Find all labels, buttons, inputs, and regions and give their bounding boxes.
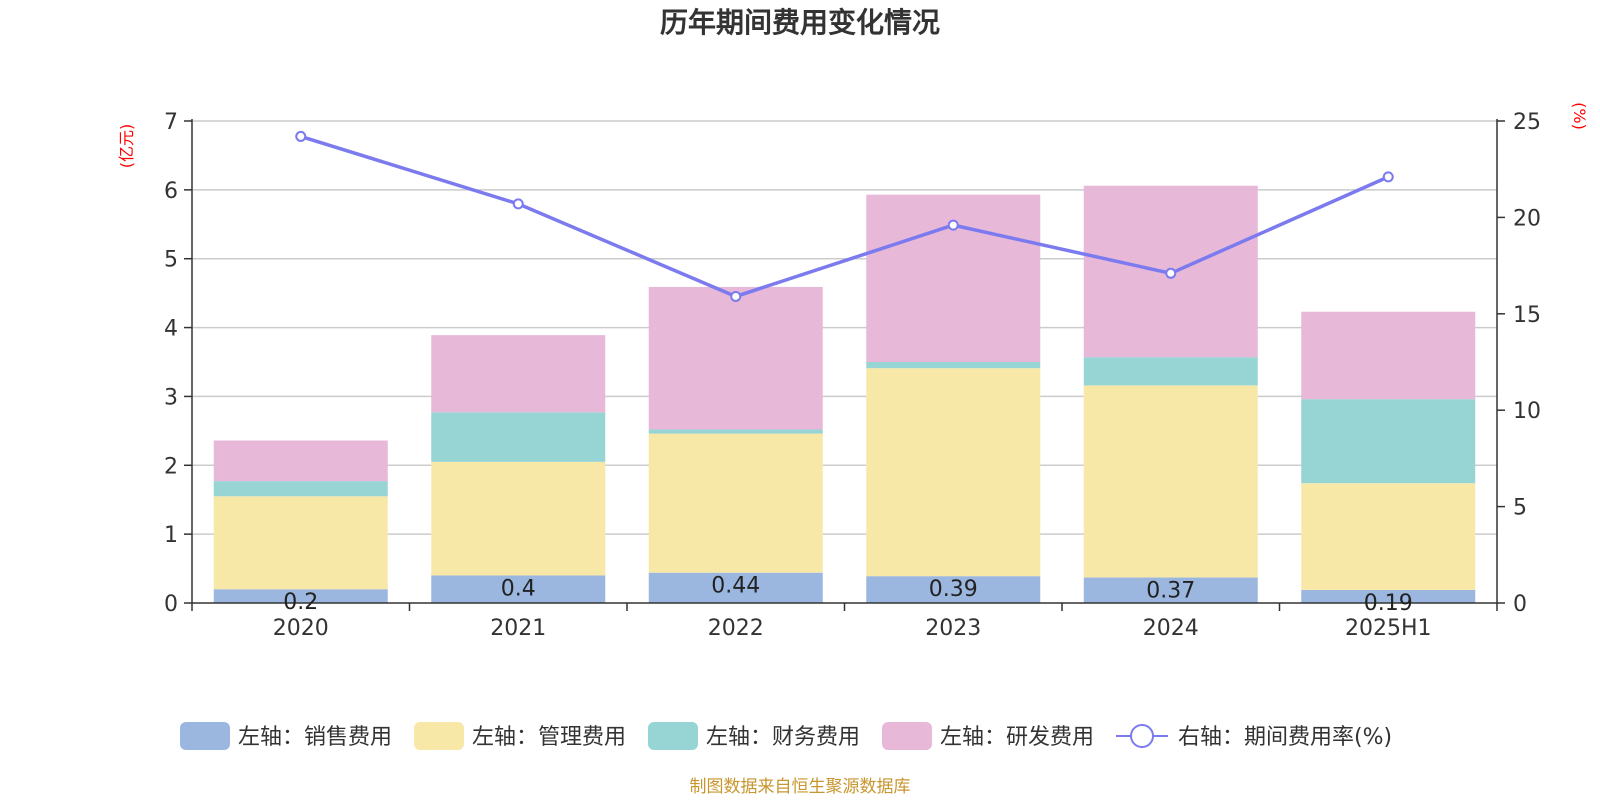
right-axis-tick-label: 5	[1513, 496, 1527, 521]
bar-segment	[866, 576, 1041, 603]
x-axis-tick-label: 2021	[490, 616, 546, 641]
bar-segment	[213, 589, 388, 603]
bar-segment	[648, 572, 823, 603]
x-axis-tick-label: 2025H1	[1345, 616, 1432, 641]
expense-rate-point	[1382, 171, 1394, 183]
bar-data-label: 0.44	[711, 574, 760, 599]
bar-data-label: 0.19	[1364, 591, 1413, 616]
left-axis-tick-label: 3	[164, 385, 178, 410]
expense-rate-point	[730, 290, 742, 302]
bar-segment	[866, 362, 1041, 369]
legend: 左轴：销售费用 左轴：管理费用 左轴：财务费用 左轴：研发费用 右轴：期间费用率(%)	[180, 722, 1392, 750]
left-axis-unit: (亿元)	[117, 124, 136, 169]
x-axis-tick-label: 2024	[1143, 616, 1199, 641]
expense-rate-point	[1165, 267, 1177, 279]
legend-swatch	[882, 722, 932, 750]
bar-segment	[648, 433, 823, 573]
data-source-note: 制图数据来自恒生聚源数据库	[690, 777, 911, 797]
expense-rate-point	[295, 130, 307, 142]
right-axis-tick-label: 0	[1513, 592, 1527, 617]
right-axis-unit: (%)	[1570, 102, 1589, 130]
left-axis-tick-label: 5	[164, 248, 178, 273]
left-axis-tick-label: 1	[164, 523, 178, 548]
data-labels: 0.2 0.4 0.44 0.39 0.37 0.19	[283, 574, 1412, 616]
bar-data-label: 0.37	[1146, 579, 1195, 604]
stacked-bars	[213, 185, 1476, 603]
legend-label: 左轴：研发费用	[940, 725, 1094, 750]
bar-segment	[213, 481, 388, 497]
expense-rate-polyline	[300, 134, 1389, 299]
bar-segment	[431, 412, 606, 462]
legend-label: 右轴：期间费用率(%)	[1178, 725, 1392, 750]
right-axis-tick-label: 25	[1513, 110, 1541, 135]
bar-segment	[1301, 589, 1476, 603]
bar-segment	[431, 461, 606, 576]
right-axis-tick-label: 20	[1513, 206, 1541, 231]
chart-title: 历年期间费用变化情况	[660, 6, 940, 39]
expense-rate-line	[295, 130, 1394, 302]
left-axis-tick-label: 2	[164, 454, 178, 479]
bar-segment	[648, 286, 823, 430]
bar-segment	[1301, 399, 1476, 484]
left-axis-tick-label: 6	[164, 179, 178, 204]
bar-segment	[866, 368, 1041, 577]
legend-marker-icon	[1130, 724, 1154, 748]
left-axis-tick-label: 4	[164, 317, 178, 342]
legend-swatch	[648, 722, 698, 750]
left-axis-tick-label: 0	[164, 592, 178, 617]
bar-data-label: 0.39	[929, 577, 978, 602]
bar-segment	[1083, 385, 1258, 578]
bar-segment	[431, 335, 606, 413]
right-axis-tick-label: 10	[1513, 399, 1541, 424]
x-axis-tick-label: 2020	[273, 616, 329, 641]
expense-rate-point	[512, 198, 524, 210]
bar-segment	[431, 575, 606, 603]
bar-segment	[1083, 357, 1258, 386]
bar-segment	[648, 429, 823, 434]
legend-label: 左轴：销售费用	[238, 725, 392, 750]
bar-segment	[1301, 483, 1476, 590]
bar-segment	[213, 496, 388, 590]
legend-label: 左轴：财务费用	[706, 725, 860, 750]
legend-swatch	[414, 722, 464, 750]
expense-rate-point	[947, 219, 959, 231]
bar-data-label: 0.2	[283, 590, 318, 615]
legend-swatch	[180, 722, 230, 750]
axes: 0 1 2 3 4 5 6 7 0 5 10 15 20 25 2020 2021 2022 2023 2024 20…	[164, 110, 1541, 641]
bar-segment	[1083, 577, 1258, 603]
bar-segment	[1301, 311, 1476, 400]
right-axis-tick-label: 15	[1513, 303, 1541, 328]
x-axis-tick-label: 2023	[925, 616, 981, 641]
bar-segment	[213, 440, 388, 482]
bar-data-label: 0.4	[501, 576, 536, 601]
x-axis-tick-label: 2022	[708, 616, 764, 641]
legend-label: 左轴：管理费用	[472, 725, 626, 750]
grid-lines	[192, 120, 1497, 535]
left-axis-tick-label: 7	[164, 110, 178, 135]
